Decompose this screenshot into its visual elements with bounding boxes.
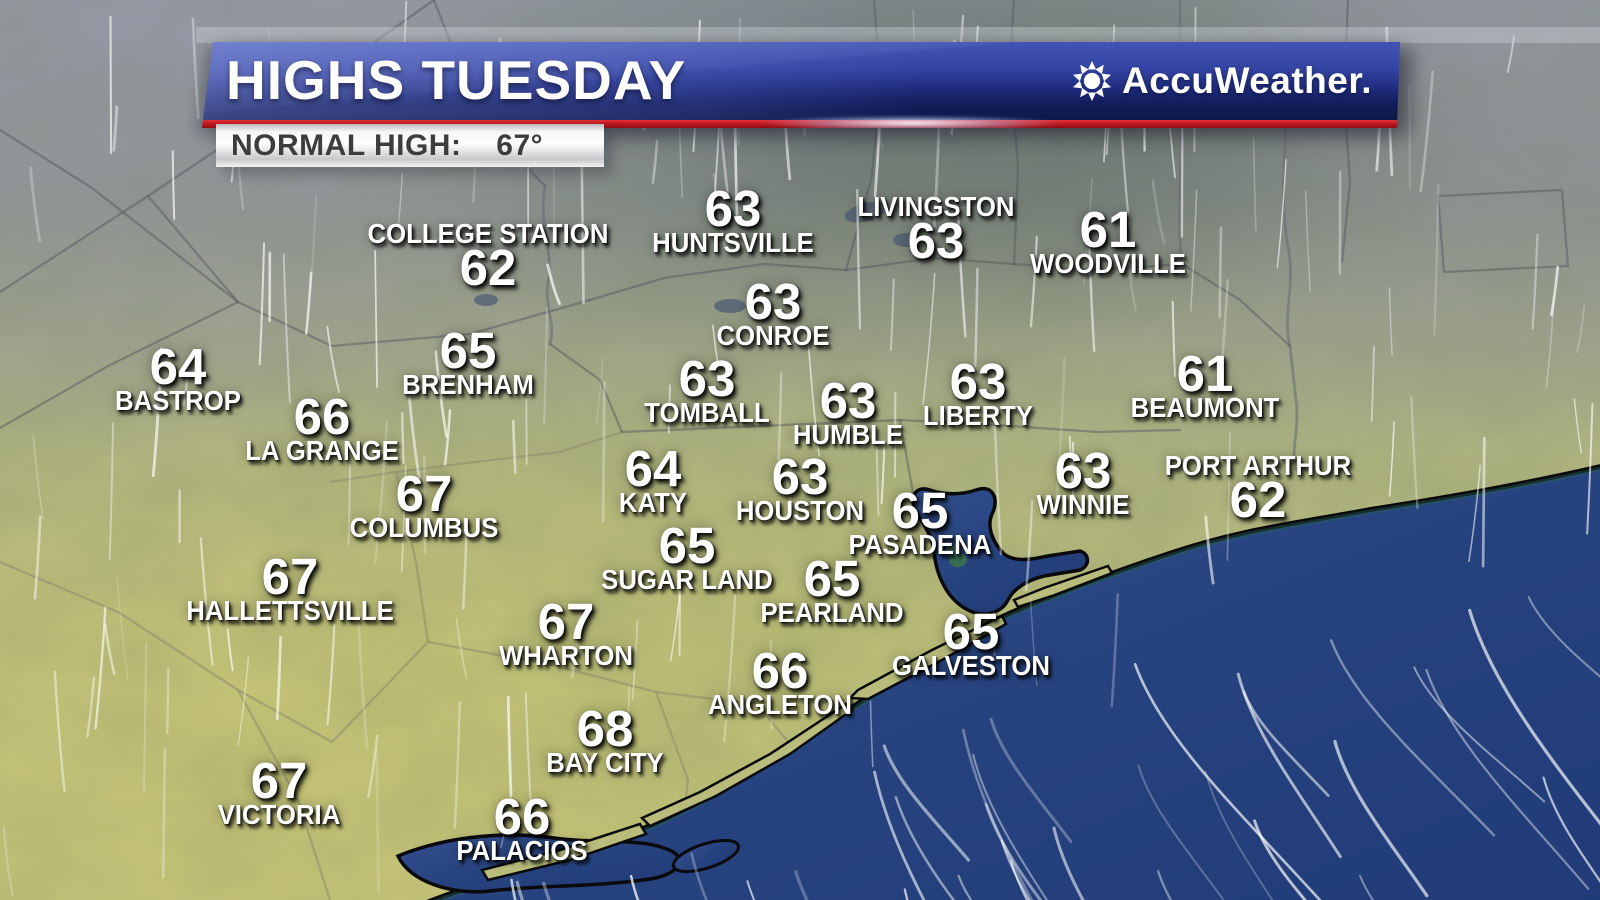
normal-high-label: NORMAL HIGH: — [231, 129, 462, 162]
bay-inlet — [671, 838, 741, 874]
gulf-of-mexico — [396, 462, 1600, 900]
barrier-islands — [480, 564, 1114, 882]
normal-high-value: 67° — [496, 129, 544, 162]
lakes — [474, 201, 919, 313]
radar-echo — [946, 545, 967, 567]
sun-icon — [1071, 60, 1113, 102]
wind-streaks-layer — [510, 596, 1600, 900]
banner-title: HIGHS TUESDAY — [226, 49, 687, 111]
title-banner: HIGHS TUESDAY — [202, 42, 1400, 128]
normal-high-panel: NORMAL HIGH: 67° — [216, 124, 604, 167]
banner-glow-band — [196, 27, 1600, 43]
red-stripe — [202, 120, 1400, 128]
banner-background — [202, 42, 1400, 120]
stripe-flare — [762, 115, 1062, 131]
accuweather-wordmark: AccuWeather. — [1121, 60, 1372, 101]
accuweather-logo: AccuWeather. — [1071, 42, 1372, 120]
